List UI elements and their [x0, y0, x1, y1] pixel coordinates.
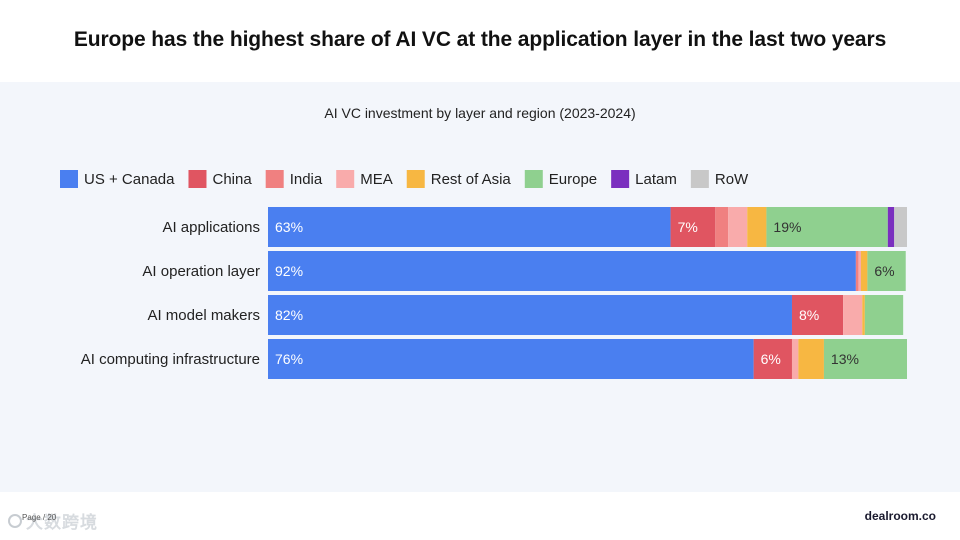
- bar-ai-model-makers-us-canada: [268, 295, 792, 335]
- bar-label-ai-applications-europe: 19%: [773, 219, 801, 235]
- legend-swatch-india: [265, 170, 284, 188]
- category-label-ai-model-makers: AI model makers: [147, 307, 260, 324]
- bar-label-ai-model-makers-us-canada: 82%: [275, 307, 303, 323]
- bar-ai-computing-infrastructure-europe: [823, 339, 907, 379]
- bar-ai-applications-latam: [887, 207, 895, 247]
- legend-label-china: China: [212, 171, 252, 188]
- bar-ai-applications-india: [715, 207, 729, 247]
- chart-legend: US + Canada China India MEA Rest of Asia Euro…: [60, 170, 749, 188]
- watermark-logo-icon: [8, 513, 22, 528]
- category-labels: AI applications AI operation layer AI mode…: [81, 219, 260, 368]
- legend-swatch-europe: [524, 170, 543, 188]
- bar-ai-computing-infrastructure-china: [753, 339, 792, 379]
- stacked-bar-chart: AI VC investment by layer and region (20…: [60, 105, 907, 379]
- bar-ai-model-makers-europe: [864, 295, 904, 335]
- bar-ai-model-makers-china: [791, 295, 844, 335]
- bar-ai-operation-layer-india: [855, 251, 859, 291]
- bar-ai-model-makers-rest-of-asia: [862, 295, 865, 335]
- legend-swatch-china: [188, 170, 207, 188]
- bar-label-ai-computing-infrastructure-us-canada: 76%: [275, 351, 303, 367]
- bars: [268, 207, 907, 379]
- legend-label-row: RoW: [715, 171, 749, 188]
- bar-label-ai-computing-infrastructure-europe: 13%: [831, 351, 859, 367]
- bar-ai-applications-us-canada: [268, 207, 671, 247]
- legend-label-rest-of-asia: Rest of Asia: [431, 171, 512, 188]
- legend-label-latam: Latam: [635, 171, 677, 188]
- legend-label-mea: MEA: [360, 171, 393, 188]
- bar-ai-operation-layer-europe: [867, 251, 906, 291]
- legend-swatch-rest-of-asia: [406, 170, 425, 188]
- watermark-text: 大数跨境: [26, 513, 98, 532]
- bar-ai-operation-layer-rest-of-asia: [860, 251, 868, 291]
- category-label-ai-applications: AI applications: [162, 219, 260, 236]
- legend-swatch-latam: [611, 170, 630, 188]
- bar-value-labels: 63% 7% 19% 92% 6% 82% 8% 76% 6% 13%: [275, 219, 895, 367]
- legend-swatch-mea: [336, 170, 355, 188]
- brand-logo: dealroom.co: [864, 509, 936, 523]
- bar-ai-computing-infrastructure-us-canada: [268, 339, 754, 379]
- legend-swatch-row: [690, 170, 709, 188]
- bar-label-ai-computing-infrastructure-china: 6%: [761, 351, 781, 367]
- legend-swatch-us-canada: [60, 170, 78, 188]
- bar-ai-applications-rest-of-asia: [747, 207, 767, 247]
- legend-label-europe: Europe: [549, 171, 597, 188]
- bar-label-ai-operation-layer-us-canada: 92%: [275, 263, 303, 279]
- bar-ai-computing-infrastructure-mea: [791, 339, 799, 379]
- legend-label-india: India: [290, 171, 323, 188]
- bar-label-ai-model-makers-china: 8%: [799, 307, 819, 323]
- category-label-ai-computing-infrastructure: AI computing infrastructure: [81, 351, 260, 368]
- bar-ai-applications-china: [670, 207, 716, 247]
- bar-ai-applications-europe: [766, 207, 888, 247]
- chart-panel: AI VC investment by layer and region (20…: [0, 82, 960, 492]
- bar-label-ai-applications-china: 7%: [678, 219, 698, 235]
- legend-label-us-canada: US + Canada: [84, 171, 175, 188]
- bar-label-ai-applications-us-canada: 63%: [275, 219, 303, 235]
- page-title: Europe has the highest share of AI VC at…: [73, 28, 887, 51]
- chart-title: AI VC investment by layer and region (20…: [324, 105, 635, 121]
- bar-ai-operation-layer-us-canada: [268, 251, 856, 291]
- bar-ai-applications-row: [894, 207, 907, 247]
- bar-ai-operation-layer-mea: [858, 251, 861, 291]
- watermark: 大数跨境: [8, 508, 98, 533]
- category-label-ai-operation-layer: AI operation layer: [142, 263, 260, 280]
- bar-label-ai-operation-layer-europe: 6%: [874, 263, 894, 279]
- bar-ai-model-makers-mea: [843, 295, 863, 335]
- page-number: Page / 20: [22, 513, 57, 522]
- bar-ai-applications-mea: [728, 207, 748, 247]
- bar-ai-computing-infrastructure-rest-of-asia: [798, 339, 824, 379]
